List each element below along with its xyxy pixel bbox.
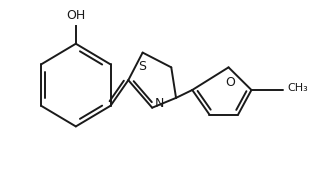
Text: OH: OH bbox=[66, 9, 85, 22]
Text: CH₃: CH₃ bbox=[288, 83, 309, 93]
Text: S: S bbox=[138, 60, 146, 73]
Text: N: N bbox=[155, 97, 164, 110]
Text: O: O bbox=[226, 76, 235, 89]
